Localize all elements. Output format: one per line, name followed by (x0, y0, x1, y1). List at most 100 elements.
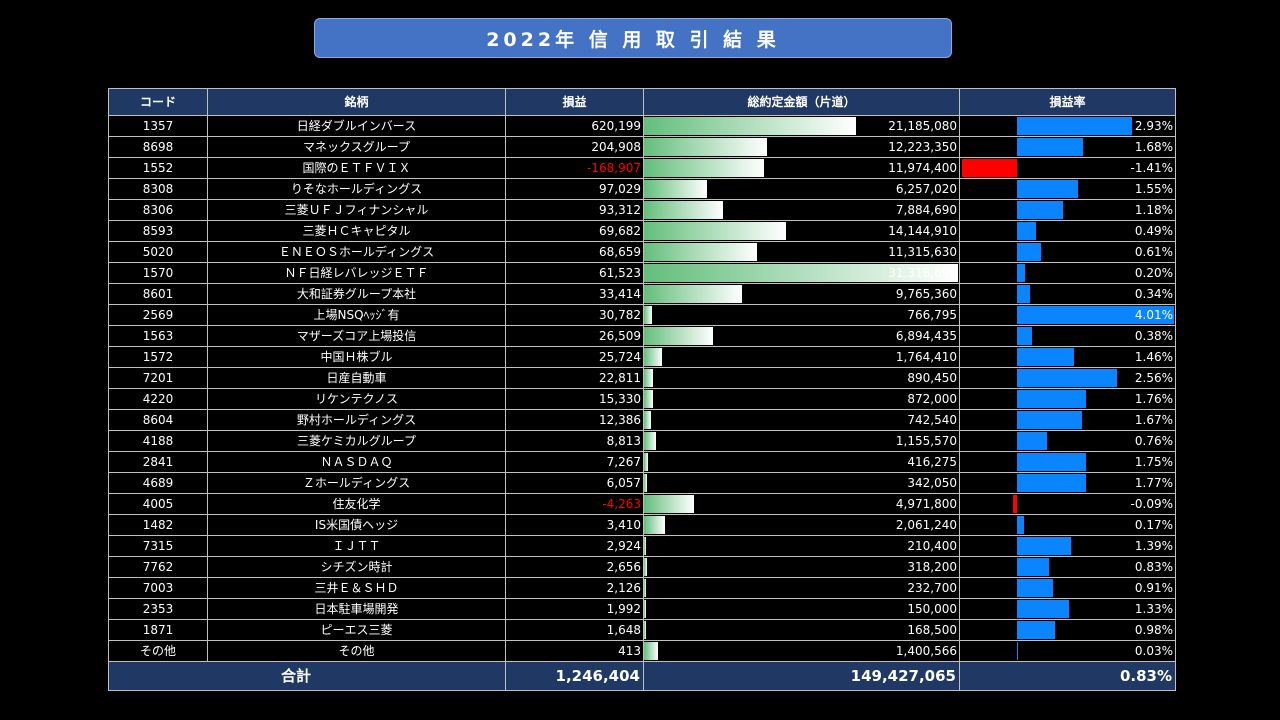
row-code: 1563 (109, 326, 208, 346)
row-name: Ｚホールディングス (208, 473, 506, 493)
total-row: 合計 1,246,404 149,427,065 0.83% (109, 662, 1176, 691)
row-name: マネックスグループ (208, 137, 506, 157)
amount-data-bar (644, 558, 648, 576)
table-row: 7762 シチズン時計 2,656 318,200 0.83% (109, 557, 1176, 578)
header-name: 銘柄 (208, 89, 506, 115)
row-rate: 1.18% (960, 200, 1176, 220)
row-code: 1572 (109, 347, 208, 367)
row-rate: 4.01% (960, 305, 1176, 325)
row-name: 住友化学 (208, 494, 506, 514)
rate-value: 1.46% (1134, 350, 1173, 364)
row-pl: 25,724 (506, 347, 644, 367)
rate-value: 1.75% (1134, 455, 1173, 469)
row-amount: 416,275 (644, 452, 960, 472)
row-amount: 6,257,020 (644, 179, 960, 199)
rate-value: 0.38% (1134, 329, 1173, 343)
row-rate: 0.38% (960, 326, 1176, 346)
rate-data-bar (1017, 558, 1050, 576)
rate-value: 0.49% (1134, 224, 1173, 238)
amount-data-bar (644, 138, 767, 156)
row-amount: 150,000 (644, 599, 960, 619)
amount-value: 1,155,570 (895, 434, 957, 448)
row-amount: 2,061,240 (644, 515, 960, 535)
row-amount: 21,185,080 (644, 116, 960, 136)
row-name: 三井Ｅ＆ＳＨＤ (208, 578, 506, 598)
rate-data-bar (1017, 285, 1031, 303)
amount-data-bar (644, 348, 662, 366)
amount-data-bar (644, 495, 694, 513)
row-amount: 1,155,570 (644, 431, 960, 451)
row-amount: 1,764,410 (644, 347, 960, 367)
row-name: 三菱ＨＣキャピタル (208, 221, 506, 241)
amount-value: 766,795 (907, 308, 957, 322)
row-rate: 1.55% (960, 179, 1176, 199)
amount-data-bar (644, 117, 857, 135)
amount-data-bar (644, 327, 714, 345)
row-rate: 0.98% (960, 620, 1176, 640)
row-rate: 1.46% (960, 347, 1176, 367)
rate-value: -0.09% (1130, 497, 1173, 511)
row-pl: 1,648 (506, 620, 644, 640)
row-amount: 210,400 (644, 536, 960, 556)
table-header: コード 銘柄 損益 総約定金額（片道） 損益率 (109, 88, 1176, 116)
amount-data-bar (644, 180, 707, 198)
row-amount: 168,500 (644, 620, 960, 640)
row-name: IS米国債ヘッジ (208, 515, 506, 535)
page-title-text: 2022年 信 用 取 引 結 果 (486, 28, 780, 51)
amount-value: 1,400,566 (895, 644, 957, 658)
row-name: 上場NSQﾍｯｼﾞ有 (208, 305, 506, 325)
row-code: 2353 (109, 599, 208, 619)
rate-value: 0.20% (1134, 266, 1173, 280)
amount-data-bar (644, 243, 758, 261)
total-label: 合計 (208, 662, 506, 690)
rate-data-bar (1017, 474, 1087, 492)
row-pl: -168,907 (506, 158, 644, 178)
row-pl: 1,992 (506, 599, 644, 619)
row-pl: 2,126 (506, 578, 644, 598)
rate-value: 1.68% (1134, 140, 1173, 154)
row-name: シチズン時計 (208, 557, 506, 577)
row-rate: 0.34% (960, 284, 1176, 304)
rate-value: 0.91% (1134, 581, 1173, 595)
row-name: ピーエス三菱 (208, 620, 506, 640)
table-row: 8593 三菱ＨＣキャピタル 69,682 14,144,910 0.49% (109, 221, 1176, 242)
rate-value: 1.67% (1134, 413, 1173, 427)
rate-data-bar (1017, 138, 1083, 156)
row-pl: 6,057 (506, 473, 644, 493)
row-code: 1357 (109, 116, 208, 136)
rate-data-bar (1017, 306, 1174, 324)
row-code: 8308 (109, 179, 208, 199)
row-rate: 0.91% (960, 578, 1176, 598)
amount-data-bar (644, 369, 653, 387)
rate-value: 0.76% (1134, 434, 1173, 448)
header-rate: 損益率 (960, 89, 1176, 115)
table-row: 2569 上場NSQﾍｯｼﾞ有 30,782 766,795 4.01% (109, 305, 1176, 326)
amount-value: 232,700 (907, 581, 957, 595)
amount-value: 416,275 (907, 455, 957, 469)
row-code: その他 (109, 641, 208, 661)
row-pl: 33,414 (506, 284, 644, 304)
rate-value: 1.33% (1134, 602, 1173, 616)
row-amount: 9,765,360 (644, 284, 960, 304)
row-name: りそなホールディングス (208, 179, 506, 199)
table-row: 1482 IS米国債ヘッジ 3,410 2,061,240 0.17% (109, 515, 1176, 536)
row-amount: 1,400,566 (644, 641, 960, 661)
rate-value: 1.55% (1134, 182, 1173, 196)
row-name: ＮＡＳＤＡＱ (208, 452, 506, 472)
rate-value: -1.41% (1130, 161, 1173, 175)
amount-value: 742,540 (907, 413, 957, 427)
row-code: 8601 (109, 284, 208, 304)
amount-data-bar (644, 222, 786, 240)
amount-data-bar (644, 390, 653, 408)
row-code: 4188 (109, 431, 208, 451)
row-rate: 1.39% (960, 536, 1176, 556)
amount-value: 150,000 (907, 602, 957, 616)
table-row: 4220 リケンテクノス 15,330 872,000 1.76% (109, 389, 1176, 410)
rate-data-bar (1017, 201, 1064, 219)
row-pl: 61,523 (506, 263, 644, 283)
table-row: 1357 日経ダブルインバース 620,199 21,185,080 2.93% (109, 116, 1176, 137)
table-row: 1552 国際のＥＴＦＶＩＸ -168,907 11,974,400 -1.41% (109, 158, 1176, 179)
table-row: 8306 三菱ＵＦＪフィナンシャル 93,312 7,884,690 1.18% (109, 200, 1176, 221)
amount-data-bar (644, 579, 647, 597)
rate-value: 0.03% (1134, 644, 1173, 658)
